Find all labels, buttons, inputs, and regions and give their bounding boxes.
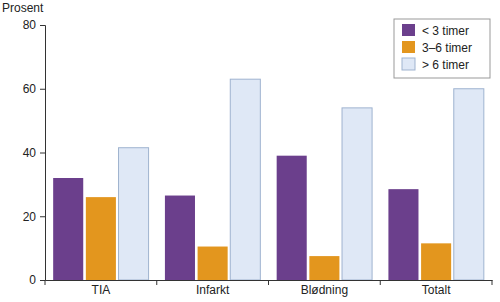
tick: Totalt bbox=[422, 280, 451, 297]
series bbox=[119, 79, 484, 280]
tick-label: 60 bbox=[23, 82, 37, 96]
axis-title: Prosent bbox=[2, 1, 44, 15]
legend-label: < 3 timer bbox=[422, 24, 469, 38]
bar bbox=[198, 247, 228, 280]
tick-mark bbox=[40, 89, 45, 90]
tick-label: 80 bbox=[23, 18, 37, 32]
legend: < 3 timer 3–6 timer > 6 timer bbox=[394, 19, 490, 78]
plot: 0 20 40 60 80 TIA Infarkt Blødning Totalt < 3 tim… bbox=[23, 18, 493, 296]
tick-label: TIA bbox=[92, 283, 111, 297]
tick-mark bbox=[40, 153, 45, 154]
bar bbox=[388, 189, 418, 280]
tick-label: Blødning bbox=[301, 283, 348, 297]
legend-entry: 3–6 timer bbox=[402, 41, 472, 55]
legend-swatch bbox=[402, 58, 415, 70]
tick: 60 bbox=[23, 82, 45, 96]
tick-mark bbox=[40, 280, 45, 281]
tick: Blødning bbox=[301, 280, 348, 297]
legend-swatch bbox=[402, 24, 415, 36]
bar bbox=[230, 79, 260, 280]
tick: 0 bbox=[29, 273, 45, 287]
bar bbox=[454, 89, 484, 280]
axis-line bbox=[40, 26, 46, 281]
tick-label: Infarkt bbox=[196, 283, 230, 297]
tick: Infarkt bbox=[196, 280, 230, 297]
tick: 20 bbox=[23, 210, 45, 224]
legend-swatch bbox=[402, 41, 415, 53]
legend-label: > 6 timer bbox=[422, 58, 469, 72]
bars bbox=[53, 79, 484, 280]
bar bbox=[309, 256, 339, 280]
y-axis: 0 20 40 60 80 bbox=[23, 18, 46, 287]
legend-box bbox=[394, 19, 490, 78]
bar bbox=[277, 156, 307, 280]
tick-label: 20 bbox=[23, 210, 37, 224]
bar bbox=[119, 148, 149, 280]
tick: TIA bbox=[92, 280, 111, 297]
bar bbox=[86, 197, 116, 280]
tick: 40 bbox=[23, 146, 45, 160]
category-separator bbox=[156, 280, 157, 285]
tick-label: 40 bbox=[23, 146, 37, 160]
tick-label: 0 bbox=[29, 273, 36, 287]
category-separator bbox=[268, 280, 269, 285]
legend-entry: > 6 timer bbox=[402, 58, 469, 72]
bar bbox=[165, 196, 195, 280]
bar bbox=[342, 108, 372, 280]
tick-mark bbox=[40, 25, 45, 26]
category-separator bbox=[45, 280, 46, 285]
bar bbox=[53, 178, 83, 280]
category-separator bbox=[380, 280, 381, 285]
tick-mark bbox=[40, 216, 45, 217]
bar bbox=[421, 243, 451, 280]
tick: 80 bbox=[23, 18, 45, 32]
chart: 0 20 40 60 80 TIA Infarkt Blødning Totalt < 3 tim… bbox=[0, 0, 500, 302]
legend-entry: < 3 timer bbox=[402, 24, 469, 38]
x-axis: TIA Infarkt Blødning Totalt bbox=[45, 280, 493, 297]
legend-label: 3–6 timer bbox=[422, 41, 472, 55]
category-separator bbox=[492, 280, 493, 285]
tick-label: Totalt bbox=[422, 283, 451, 297]
